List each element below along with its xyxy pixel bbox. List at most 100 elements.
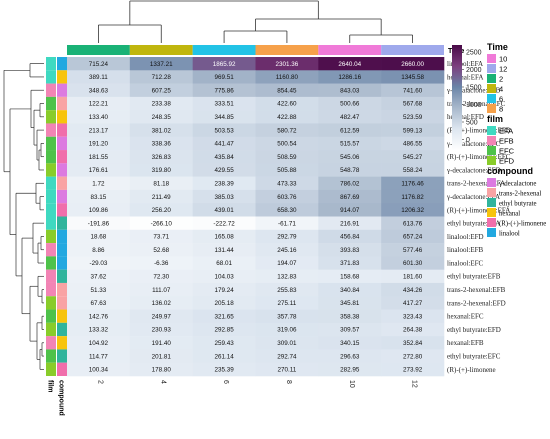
heatmap-cell — [67, 203, 131, 217]
cell-value-label: 1.72 — [92, 180, 105, 187]
cell-value-label: 599.13 — [403, 127, 423, 134]
heatmap-cell — [67, 216, 131, 231]
cell-value-label: 441.47 — [214, 141, 234, 148]
cell-value-label: 122.21 — [89, 101, 109, 108]
heatmap-cell — [318, 309, 382, 324]
row-label: (R)-(+)-limonene:EFB — [447, 127, 511, 135]
heatmap-cell — [381, 216, 445, 231]
compound-legend-swatch — [487, 208, 496, 217]
heatmap-cell — [67, 296, 131, 310]
heatmap-cell — [318, 176, 382, 191]
cell-value-label: 613.76 — [403, 220, 423, 227]
heatmap-cell — [192, 349, 256, 364]
heatmap-cell — [255, 110, 319, 124]
cell-value-label: 508.59 — [277, 154, 297, 161]
cell-value-label: 282.95 — [340, 367, 360, 374]
column-annotation-cell — [255, 45, 319, 55]
compound-annotation-cell — [57, 269, 67, 283]
cell-value-label: 601.30 — [403, 260, 423, 267]
compound-legend-swatch — [487, 228, 496, 237]
heatmap-cell — [67, 336, 131, 350]
heatmap-cell — [67, 282, 131, 297]
cell-value-label: 273.92 — [403, 367, 423, 374]
row-annotation-bars — [46, 57, 67, 376]
cell-value-label: 393.83 — [340, 247, 360, 254]
heatmap-cell — [318, 150, 382, 164]
cell-value-label: 326.83 — [152, 154, 172, 161]
heatmap-cell — [318, 163, 382, 177]
heatmap-cell — [192, 83, 256, 98]
heatmap-cell — [255, 70, 319, 84]
heatmap-cell — [192, 282, 256, 297]
cell-value-label: 52.68 — [153, 247, 169, 254]
cell-value-label: 235.39 — [214, 367, 234, 374]
heatmap-cell — [255, 282, 319, 297]
heatmap-cell — [67, 83, 131, 98]
cell-value-label: 429.55 — [214, 167, 234, 174]
heatmap-cell — [67, 123, 131, 138]
cell-value-label: 580.72 — [277, 127, 297, 134]
cell-value-label: 132.83 — [277, 274, 297, 281]
heatmap-cell — [192, 203, 256, 217]
heatmap-cell — [255, 229, 319, 244]
row-label: hexanal:EFC — [447, 313, 484, 321]
cell-value-label: -191.86 — [88, 220, 110, 227]
time-legend-label: 12 — [499, 65, 507, 74]
film-legend-label: EFA — [499, 127, 513, 136]
colorbar-tick-label: 500 — [466, 120, 478, 127]
heatmap-cell — [255, 256, 319, 270]
cell-value-label: 345.81 — [340, 300, 360, 307]
heatmap-cell — [192, 150, 256, 164]
column-annotation-cell — [318, 45, 382, 55]
row-label: trans-2-hexenal:EFC — [447, 100, 506, 108]
heatmap-cell — [67, 309, 131, 324]
cell-value-label: 275.11 — [278, 300, 297, 307]
compound-annotation-cell — [57, 243, 67, 257]
film-annotation-cell — [46, 203, 56, 217]
time-legend-label: 4 — [499, 85, 503, 94]
cell-value-label: 158.68 — [340, 274, 360, 281]
heatmap-cell — [129, 163, 193, 177]
cell-value-label: 422.60 — [277, 101, 297, 108]
compound-annotation-cell — [57, 256, 67, 270]
heatmap-cell — [67, 176, 131, 191]
cell-value-label: 178.80 — [152, 367, 172, 374]
cell-value-label: 37.62 — [91, 274, 107, 281]
heatmap-cell — [381, 57, 445, 71]
cell-value-label: 133.32 — [89, 327, 109, 334]
heatmap-cell — [318, 123, 382, 138]
cell-value-label: 114.77 — [89, 353, 108, 360]
cell-value-label: 338.36 — [152, 141, 172, 148]
cell-value-label: 249.97 — [152, 313, 172, 320]
film-annotation-cell — [46, 136, 56, 151]
heatmap-cell — [318, 282, 382, 297]
heatmap-cell — [129, 83, 193, 98]
column-annotation-cell — [381, 45, 444, 55]
cell-value-label: 715.24 — [89, 61, 109, 68]
film-annotation-cell — [46, 176, 56, 190]
cell-value-label: 248.35 — [152, 114, 172, 121]
heatmap-cell — [255, 57, 319, 71]
heatmap-cell — [129, 189, 193, 204]
colorbar-tick-label: 2000 — [466, 67, 482, 74]
compound-annotation-cell — [57, 150, 67, 164]
cell-value-label: 272.80 — [403, 353, 423, 360]
cell-value-label: 482.47 — [340, 114, 360, 121]
heatmap-cell — [129, 309, 193, 324]
heatmap-cell — [129, 282, 193, 297]
cell-value-label: 73.71 — [153, 234, 169, 241]
heatmap-cell — [192, 243, 256, 257]
heatmap-cell — [381, 282, 445, 297]
film-legend-title: film — [487, 114, 503, 124]
heatmap-cell — [129, 322, 193, 337]
cell-value-label: 255.83 — [277, 287, 297, 294]
compound-legend-swatch — [487, 218, 496, 227]
cell-value-label: 371.83 — [340, 260, 360, 267]
compound-annotation-cell — [57, 96, 67, 111]
cell-value-label: 417.27 — [403, 300, 423, 307]
compound-annotation-cell — [57, 70, 67, 84]
compound-annotation-cell — [57, 189, 67, 204]
heatmap-cell — [129, 296, 193, 310]
cell-value-label: 1206.32 — [401, 207, 424, 214]
cell-value-label: 142.76 — [89, 313, 109, 320]
